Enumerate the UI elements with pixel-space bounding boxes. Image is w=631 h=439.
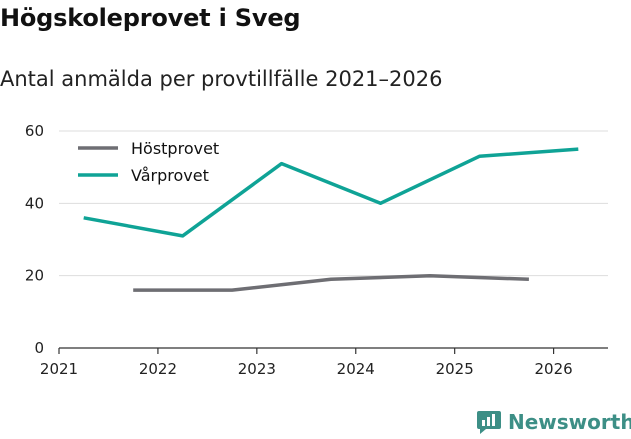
x-axis-ticks: 2021 2022 2023 2024 2025 2026: [40, 348, 573, 378]
y-axis-ticks: 0 20 40 60: [25, 122, 44, 357]
x-tick-label: 2021: [40, 360, 78, 378]
y-tick-label: 20: [25, 267, 44, 285]
y-tick-label: 0: [34, 339, 44, 357]
y-tick-label: 60: [25, 122, 44, 140]
brand-logo: Newsworthy: [476, 406, 631, 438]
chart-subtitle: Antal anmälda per provtillfälle 2021–202…: [0, 67, 443, 91]
y-tick-label: 40: [25, 194, 44, 212]
x-tick-label: 2023: [238, 360, 276, 378]
brand-name: Newsworthy: [508, 410, 631, 434]
legend-label: Vårprovet: [131, 166, 209, 185]
legend-label: Höstprovet: [131, 139, 219, 158]
chart-title: Högskoleprovet i Sveg: [0, 4, 301, 32]
legend: Höstprovet Vårprovet: [78, 139, 219, 185]
x-tick-label: 2022: [139, 360, 177, 378]
grid-lines: [59, 130, 608, 277]
series-line-2: [83, 147, 579, 238]
newsworthy-logo-icon: [477, 411, 501, 434]
series-lines: [83, 147, 579, 292]
x-tick-label: 2024: [337, 360, 375, 378]
x-tick-label: 2026: [535, 360, 573, 378]
series-line-1: [133, 273, 529, 292]
x-tick-label: 2025: [436, 360, 474, 378]
